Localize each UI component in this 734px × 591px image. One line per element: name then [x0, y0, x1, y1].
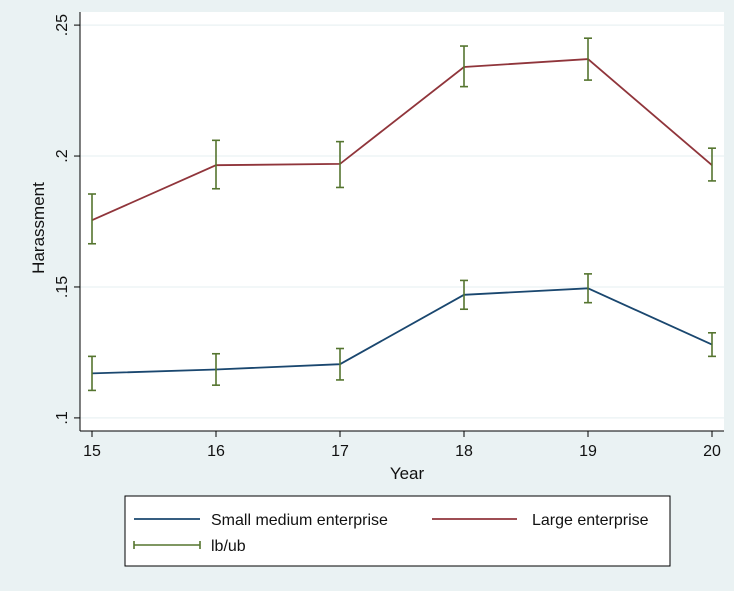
legend-label-1: Large enterprise — [532, 512, 649, 529]
series-line-1 — [91, 58, 713, 222]
errorbar-1-2 — [336, 140, 344, 189]
x-axis-title: Year — [390, 464, 425, 483]
x-tick-label-5: 20 — [703, 443, 721, 460]
legend: Small medium enterprise Large enterprise l… — [124, 495, 671, 567]
errorbar-1-0 — [88, 193, 96, 245]
errorbar-0-1 — [212, 352, 220, 386]
series-line-0 — [91, 287, 713, 375]
plot-area: .1 .15 .2 .25 15 16 17 18 19 20 — [54, 12, 724, 460]
errorbar-0-3 — [460, 279, 468, 311]
x-tick-label-1: 16 — [207, 443, 225, 460]
errorbar-0-2 — [336, 347, 344, 381]
legend-box — [124, 495, 671, 567]
errorbar-0-4 — [584, 273, 592, 304]
errorbar-1-1 — [212, 139, 220, 190]
y-axis-title: Harassment — [29, 182, 48, 274]
errorbar-0-5 — [708, 331, 716, 358]
y-tick-label-0: .1 — [54, 411, 71, 424]
x-tick-label-0: 15 — [83, 443, 101, 460]
x-tick-label-3: 18 — [455, 443, 473, 460]
x-tick-label-4: 19 — [579, 443, 597, 460]
plot-background — [80, 12, 724, 431]
legend-label-0: Small medium enterprise — [211, 512, 388, 529]
legend-label-errorbar: lb/ub — [211, 538, 246, 555]
errorbar-1-5 — [708, 147, 716, 182]
errorbar-1-4 — [584, 37, 592, 81]
errorbar-1-3 — [460, 45, 468, 88]
y-tick-label-1: .15 — [54, 276, 71, 298]
x-tick-label-2: 17 — [331, 443, 349, 460]
y-tick-label-2: .2 — [54, 149, 71, 162]
errorbar-0-0 — [88, 355, 96, 392]
y-tick-label-3: .25 — [54, 14, 71, 36]
